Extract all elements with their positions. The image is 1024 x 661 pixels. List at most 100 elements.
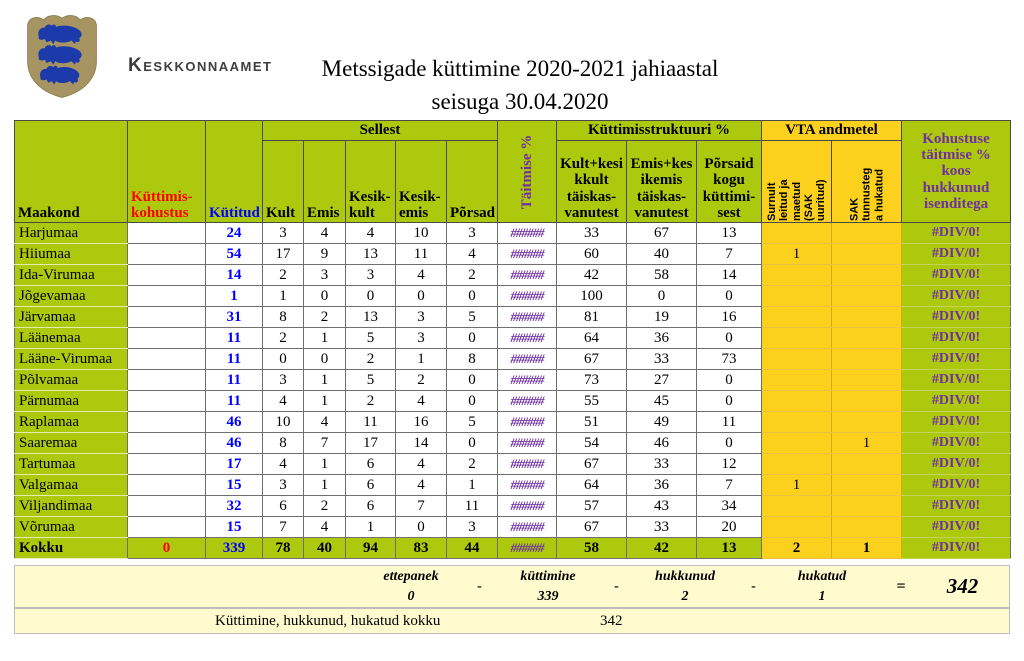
cell-vta1 [761, 516, 833, 538]
table-row: Järvamaa 31 8 2 13 3 5 ###### 81 19 16 #DIV/0! [14, 306, 1012, 328]
cell-kohustus [127, 390, 206, 412]
cell-emis: 4 [303, 222, 346, 244]
cell-porsad: 2 [445, 264, 499, 286]
cell-str1: 100 [556, 285, 628, 307]
cell-porsad: 3 [445, 222, 499, 244]
cell-str2: 33 [626, 348, 698, 370]
header-taitmise-label: Täitmise % [518, 134, 535, 209]
cell-kutitud: 15 [205, 474, 263, 496]
cell-emis: 1 [303, 327, 346, 349]
term-hukatud: hukatud 1 [758, 567, 886, 606]
cell-porsad: 0 [445, 432, 499, 454]
cell-str3: 73 [696, 348, 763, 370]
cell-kutitud: 17 [205, 453, 263, 475]
cell-vta2 [831, 306, 903, 328]
cell-vta2: 1 [831, 537, 903, 559]
cell-emis: 1 [303, 453, 346, 475]
cell-kesik-kult: 5 [345, 369, 396, 391]
cell-koos: #DIV/0! [901, 516, 1012, 538]
cell-kohustus [127, 411, 206, 433]
cell-str3: 12 [696, 453, 763, 475]
table-row: Lääne-Virumaa 11 0 0 2 1 8 ###### 67 33 73 #DIV/0! [14, 348, 1012, 370]
cell-kohustus [127, 243, 206, 265]
table-row: Võrumaa 15 7 4 1 0 3 ###### 67 33 20 #DIV/0! [14, 516, 1012, 538]
cell-maakond: Jõgevamaa [14, 285, 128, 307]
term-hukkunud: hukkunud 2 [621, 567, 749, 606]
cell-maakond: Harjumaa [14, 222, 128, 244]
cell-vta2 [831, 495, 903, 517]
cell-str3: 13 [696, 537, 763, 559]
cell-str2: 46 [626, 432, 698, 454]
cell-kesik-kult: 2 [345, 390, 396, 412]
cell-str2: 45 [626, 390, 698, 412]
cell-kesik-emis: 14 [395, 432, 447, 454]
table-row: Läänemaa 11 2 1 5 3 0 ###### 64 36 0 #DIV/0! [14, 327, 1012, 349]
header-emis-taiskasvanutest: Emis+kes ikemis täiskas- vanutest [626, 140, 698, 223]
header-kesik-kult: Kesik- kult [345, 140, 396, 223]
header-emis: Emis [303, 140, 346, 223]
header-sak-tunnustega: SAK tunnusteg a hukatud [831, 140, 903, 223]
cell-kutitud: 32 [205, 495, 263, 517]
cell-koos: #DIV/0! [901, 537, 1012, 559]
cell-maakond: Järvamaa [14, 306, 128, 328]
cell-kohustus [127, 369, 206, 391]
cell-kesik-kult: 13 [345, 306, 396, 328]
cell-str1: 64 [556, 474, 628, 496]
cell-porsad: 3 [445, 516, 499, 538]
cell-koos: #DIV/0! [901, 264, 1012, 286]
cell-vta1 [761, 327, 833, 349]
cell-emis: 1 [303, 390, 346, 412]
term-label: hukkunud [655, 568, 715, 584]
cell-vta2 [831, 327, 903, 349]
cell-kutitud: 11 [205, 390, 263, 412]
term-value: 0 [407, 588, 415, 604]
cell-kult: 1 [262, 285, 304, 307]
cell-vta1 [761, 453, 833, 475]
cell-vta2 [831, 516, 903, 538]
cell-str2: 19 [626, 306, 698, 328]
cell-kult: 17 [262, 243, 304, 265]
cell-kesik-kult: 1 [345, 516, 396, 538]
cell-porsad: 5 [445, 411, 499, 433]
term-label: ettepanek [383, 568, 439, 584]
minus-sign: - [614, 578, 619, 594]
cell-emis: 4 [303, 516, 346, 538]
cell-taitmise: ###### [497, 348, 558, 370]
cell-str2: 58 [626, 264, 698, 286]
cell-kult: 78 [262, 537, 304, 559]
cell-str1: 42 [556, 264, 628, 286]
cell-porsad: 2 [445, 453, 499, 475]
cell-str1: 57 [556, 495, 628, 517]
cell-str1: 73 [556, 369, 628, 391]
cell-kohustus [127, 453, 206, 475]
cell-kutitud: 24 [205, 222, 263, 244]
cell-emis: 3 [303, 264, 346, 286]
cell-vta1: 1 [761, 474, 833, 496]
cell-vta1 [761, 369, 833, 391]
cell-str2: 43 [626, 495, 698, 517]
cell-kutitud: 15 [205, 516, 263, 538]
cell-kesik-emis: 1 [395, 348, 447, 370]
cell-str2: 42 [626, 537, 698, 559]
cell-str2: 36 [626, 327, 698, 349]
cell-vta1 [761, 222, 833, 244]
cell-taitmise: ###### [497, 390, 558, 412]
cell-str1: 67 [556, 348, 628, 370]
table-row: Pärnumaa 11 4 1 2 4 0 ###### 55 45 0 #DIV/0! [14, 390, 1012, 412]
term-label: hukatud [797, 568, 847, 584]
cell-vta2 [831, 285, 903, 307]
table-row-total: Kokku 0 339 78 40 94 83 44 ###### 58 42 13 2 1 #DIV/0! [14, 537, 1012, 559]
summary-total-label: Küttimine, hukkunud, hukatud kokku [215, 612, 441, 629]
header-kult: Kult [262, 140, 304, 223]
cell-vta2 [831, 348, 903, 370]
cell-str3: 34 [696, 495, 763, 517]
cell-taitmise: ###### [497, 474, 558, 496]
cell-porsad: 1 [445, 474, 499, 496]
cell-str1: 33 [556, 222, 628, 244]
cell-vta2 [831, 264, 903, 286]
header-surnult-leitud-label: Surnult leitud ja maetud (SAK uuritud) [765, 178, 827, 221]
cell-vta2 [831, 222, 903, 244]
cell-kesik-kult: 3 [345, 264, 396, 286]
cell-koos: #DIV/0! [901, 453, 1012, 475]
cell-emis: 40 [303, 537, 346, 559]
